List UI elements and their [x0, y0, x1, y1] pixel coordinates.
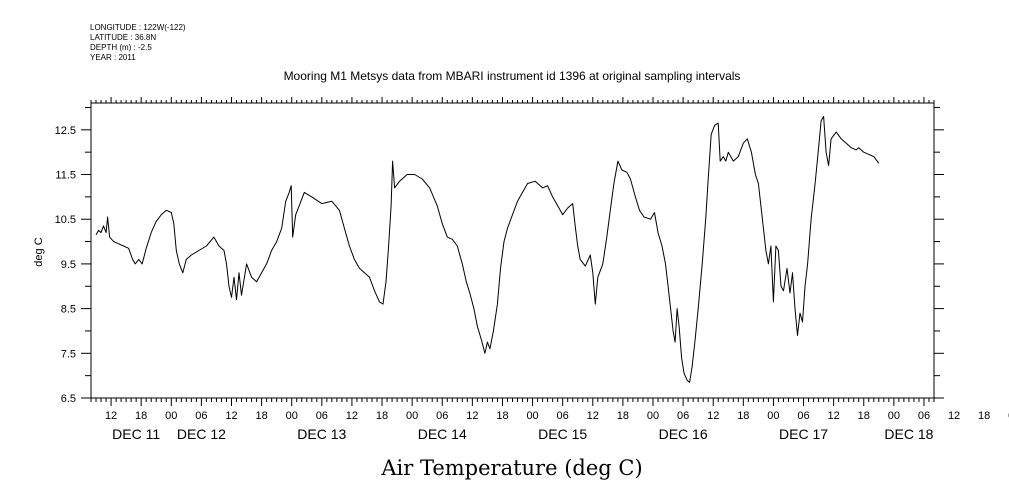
y-tick-label: 12.5: [55, 125, 76, 137]
x-tick-labels: 12 18 00 06 12 18 00 06 12 18 00 06 12 18 00 06 12 18 00 06…: [105, 410, 1009, 422]
series-line: [95, 115, 880, 383]
x-day-label: DEC 13: [297, 426, 346, 442]
x-tick-label: 06: [195, 410, 207, 422]
x-tick-label: 12: [105, 410, 117, 422]
axis-ticks: [81, 97, 944, 406]
y-tick-label: 10.5: [55, 214, 76, 226]
x-tick-label: 12: [828, 410, 840, 422]
x-tick-label: 00: [888, 410, 900, 422]
year-label: YEAR : 2011: [90, 53, 136, 62]
x-tick-label: 00: [767, 410, 779, 422]
x-tick-label: 18: [376, 410, 388, 422]
y-tick-label: 9.5: [61, 259, 76, 271]
x-day-label: DEC 18: [884, 426, 933, 442]
x-tick-label: 18: [255, 410, 267, 422]
x-day-label: DEC 16: [659, 426, 708, 442]
x-day-label: DEC 11: [112, 426, 160, 442]
x-tick-label: 06: [677, 410, 689, 422]
y-tick-label: 8.5: [61, 304, 76, 316]
x-tick-label: 06: [797, 410, 809, 422]
x-tick-label: 12: [587, 410, 599, 422]
chart-title: Mooring M1 Metsys data from MBARI instru…: [284, 69, 741, 83]
x-tick-label: 18: [858, 410, 870, 422]
x-tick-label: 18: [617, 410, 629, 422]
y-tick-labels: 6.5 7.5 8.5 9.5 10.5 11.5 12.5: [55, 125, 76, 405]
x-day-label: DEC 15: [538, 426, 587, 442]
x-tick-label: 06: [918, 410, 930, 422]
plot-frame: [90, 102, 935, 399]
x-tick-label: 00: [286, 410, 298, 422]
x-tick-label: 12: [466, 410, 478, 422]
x-tick-label: 12: [707, 410, 719, 422]
x-tick-label: 06: [557, 410, 569, 422]
latitude-label: LATITUDE : 36.8N: [90, 33, 156, 42]
x-day-label: DEC 14: [418, 426, 467, 442]
x-day-labels: DEC 11 DEC 12 DEC 13 DEC 14 DEC 15 DEC 16 DEC …: [112, 426, 933, 442]
x-tick-label: 00: [165, 410, 177, 422]
x-tick-label: 06: [436, 410, 448, 422]
y-tick-label: 6.5: [61, 393, 76, 405]
series-group: [95, 115, 880, 383]
x-tick-label: 18: [978, 410, 990, 422]
x-tick-label: 12: [948, 410, 960, 422]
y-tick-label: 7.5: [61, 348, 76, 360]
x-tick-label: 18: [737, 410, 749, 422]
x-tick-label: 00: [526, 410, 538, 422]
x-day-label: DEC 17: [779, 426, 828, 442]
y-axis-label: deg C: [33, 237, 45, 266]
x-tick-label: 18: [135, 410, 147, 422]
x-tick-label: 12: [225, 410, 237, 422]
x-tick-label: 00: [406, 410, 418, 422]
y-tick-label: 11.5: [55, 170, 76, 182]
x-axis-label: Air Temperature (deg C): [380, 456, 642, 480]
x-tick-label: 12: [346, 410, 358, 422]
x-tick-label: 06: [316, 410, 328, 422]
x-day-label: DEC 12: [177, 426, 226, 442]
longitude-label: LONGITUDE : 122W(-122): [90, 23, 186, 32]
x-tick-label: 00: [647, 410, 659, 422]
x-tick-label: 18: [496, 410, 508, 422]
depth-label: DEPTH (m) : -2.5: [90, 43, 152, 52]
